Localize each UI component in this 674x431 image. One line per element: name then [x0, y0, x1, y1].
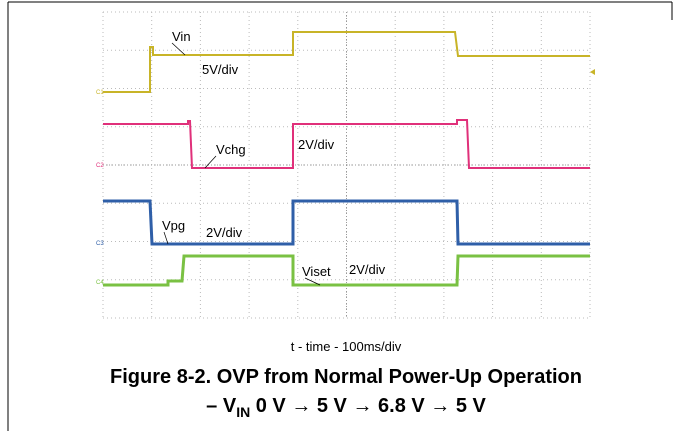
vchg-trace — [103, 119, 590, 169]
trace-scale: 2V/div — [349, 262, 386, 277]
channel-marker: C1 — [96, 90, 104, 96]
trigger-marker — [590, 69, 595, 75]
caption-line: Figure 8-2. OVP from Normal Power-Up Ope… — [110, 366, 582, 388]
caption-line: – VIN 0 V → 5 V → 6.8 V → 5 V — [206, 395, 486, 420]
leaders — [163, 42, 321, 286]
caption-text: – V — [206, 395, 237, 417]
trace-scale: 5V/div — [202, 62, 239, 77]
channel-marker: C4 — [96, 280, 104, 286]
leader — [204, 155, 217, 169]
caption-subscript: IN — [236, 404, 250, 420]
scope-screen — [102, 11, 591, 319]
viset-trace — [103, 254, 590, 287]
leader — [163, 231, 169, 245]
channel-marker: C3 — [96, 241, 104, 247]
trace-label: Vin — [172, 29, 191, 44]
channel-marker: C2 — [96, 163, 104, 169]
caption-text: 0 V → 5 V → 6.8 V → 5 V — [250, 395, 486, 417]
leader — [304, 277, 321, 286]
vpg-trace — [103, 199, 590, 246]
vin-trace — [103, 31, 590, 93]
x-axis-label: t - time - 100ms/div — [291, 339, 402, 354]
trace-label: Viset — [302, 264, 331, 279]
trace-label: Vpg — [162, 218, 185, 233]
trace-scale: 2V/div — [298, 137, 335, 152]
trace-scale: 2V/div — [206, 225, 243, 240]
trace-label: Vchg — [216, 142, 246, 157]
leader — [171, 42, 186, 56]
